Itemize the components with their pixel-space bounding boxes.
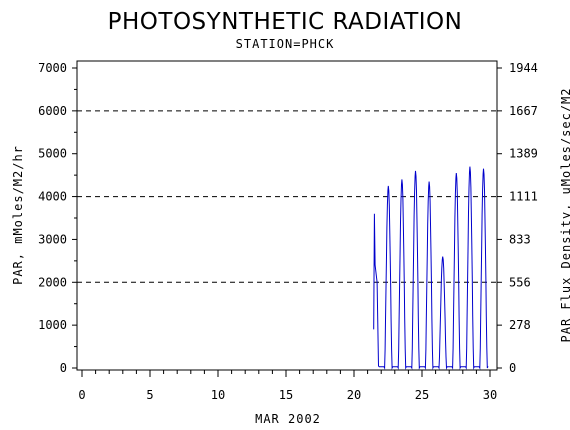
y-tick-label: 0 (60, 361, 67, 375)
x-tick-label: 0 (78, 388, 85, 402)
y2-tick-label: 1667 (509, 104, 538, 118)
x-tick-label: 30 (483, 388, 497, 402)
y-tick-label: 7000 (38, 61, 67, 75)
y-axis-label: PAR, mMoles/M2/hr (11, 145, 25, 285)
y-tick-label: 6000 (38, 104, 67, 118)
y-tick-label: 4000 (38, 190, 67, 204)
y2-axis-label: PAR Flux Density, uMoles/sec/M2 (559, 88, 570, 343)
y2-tick-label: 1111 (509, 190, 538, 204)
x-tick-label: 20 (347, 388, 361, 402)
y-tick-label: 5000 (38, 147, 67, 161)
y-tick-label: 1000 (38, 318, 67, 332)
chart-subtitle: STATION=PHCK (236, 37, 335, 51)
y2-tick-label: 1389 (509, 147, 538, 161)
y2-tick-label: 833 (509, 232, 531, 246)
y2-tick-label: 1944 (509, 61, 538, 75)
y2-tick-label: 556 (509, 275, 531, 289)
plot-series (373, 166, 489, 370)
y2-tick-label: 278 (509, 318, 531, 332)
x-tick-label: 5 (146, 388, 153, 402)
chart-title: PHOTOSYNTHETIC RADIATION (108, 9, 463, 35)
x-tick-label: 25 (415, 388, 429, 402)
gridlines (77, 110, 497, 283)
x-tick-label: 10 (211, 388, 225, 402)
y-tick-label: 2000 (38, 275, 67, 289)
y2-tick-label: 0 (509, 361, 516, 375)
par-series-line (373, 166, 489, 370)
plot-frame (76, 60, 498, 371)
y-tick-label: 3000 (38, 232, 67, 246)
x-tick-label: 15 (279, 388, 293, 402)
axis-ticks: 0 1000 2000 3000 4000 5000 6000 7000 0 278 556 833 1… (38, 61, 538, 402)
x-axis-label: MAR 2002 (255, 412, 321, 426)
